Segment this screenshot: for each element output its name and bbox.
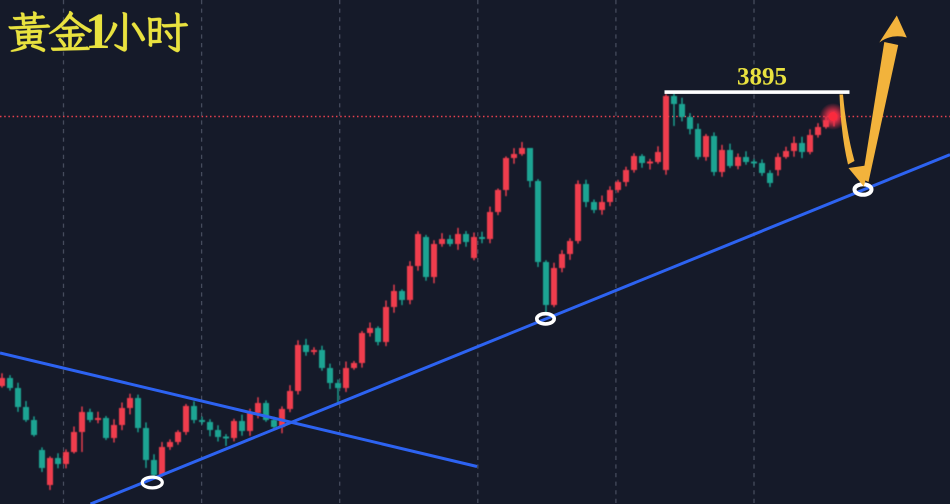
svg-text:3895: 3895	[737, 64, 787, 91]
